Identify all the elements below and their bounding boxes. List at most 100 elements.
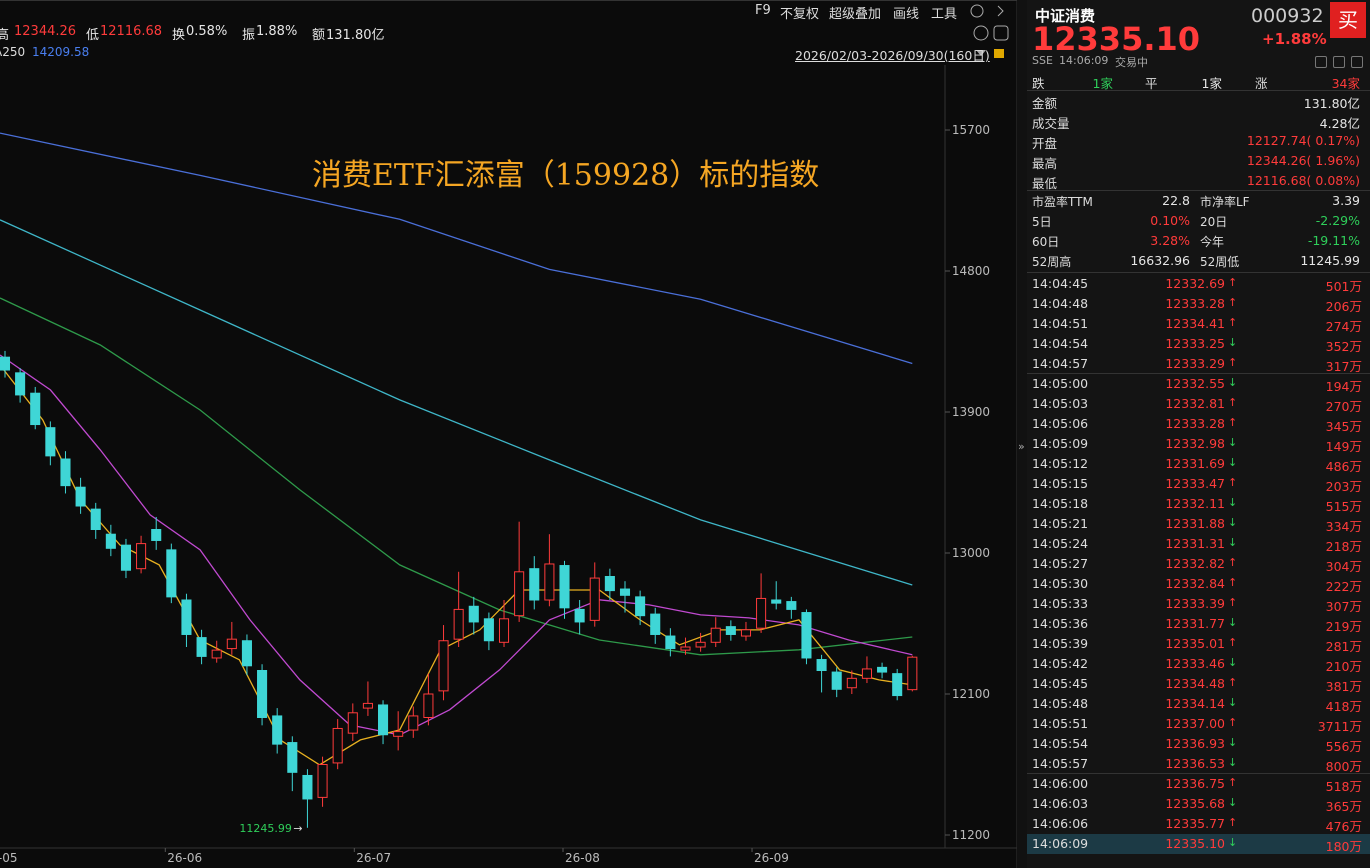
- y-tick-label: 13000: [952, 546, 990, 560]
- trade-volume: 281万: [1325, 639, 1362, 654]
- trade-dir: ↓: [1228, 696, 1238, 709]
- trade-time: 14:05:18: [1032, 496, 1089, 511]
- toolbar-button[interactable]: 画线: [893, 7, 920, 22]
- quote-value: 131.80亿: [326, 28, 385, 43]
- trade-time: 14:06:09: [1032, 836, 1089, 851]
- trade-time: 14:04:45: [1032, 276, 1089, 291]
- breadth-value: 1家: [1092, 76, 1113, 91]
- trade-dir: ↑: [1228, 276, 1238, 289]
- trade-time: 14:04:54: [1032, 336, 1089, 351]
- candle-body: [846, 677, 857, 689]
- trade-dir: ↑: [1228, 596, 1238, 609]
- icon[interactable]: [993, 25, 1009, 41]
- panel-icon[interactable]: [1351, 56, 1363, 68]
- candle-body: [574, 608, 585, 623]
- quote-label: 额: [312, 28, 326, 43]
- trade-dir: ↑: [1228, 476, 1238, 489]
- x-tick-label: 26-06: [167, 851, 202, 865]
- trade-time: 14:05:48: [1032, 696, 1089, 711]
- candle-body: [302, 774, 313, 800]
- trade-price: 12334.48: [1165, 676, 1225, 691]
- candle-body: [589, 577, 600, 621]
- trade-price: 12336.53: [1165, 756, 1225, 771]
- trade-price: 12331.69: [1165, 456, 1225, 471]
- trade-time: 14:05:36: [1032, 616, 1089, 631]
- candle-body: [151, 529, 162, 541]
- candle-body: [45, 427, 56, 457]
- trade-time: 14:05:57: [1032, 756, 1089, 771]
- candle-body: [710, 627, 721, 643]
- trade-time: 14:04:48: [1032, 296, 1089, 311]
- ma-line: [0, 297, 913, 656]
- candle-body: [650, 613, 661, 635]
- candle-body: [423, 693, 434, 719]
- toolbar-button[interactable]: F9: [755, 3, 771, 18]
- x-tick-label: 26-09: [754, 851, 789, 865]
- candle-body: [272, 715, 283, 745]
- trade-price: 12332.81: [1165, 396, 1225, 411]
- collapse-bar[interactable]: »: [1017, 0, 1027, 868]
- candle-body: [725, 626, 736, 635]
- collapse-arrow[interactable]: »: [1018, 440, 1025, 453]
- trade-price: 12335.01: [1165, 636, 1225, 651]
- trade-price: 12333.29: [1165, 356, 1225, 371]
- metric-value: 3.39: [1332, 193, 1360, 208]
- icon[interactable]: [973, 25, 989, 41]
- index-name: 中证消费: [1035, 7, 1096, 25]
- trade-price: 12336.75: [1165, 776, 1225, 791]
- y-tick-label: 12100: [952, 687, 990, 701]
- trade-price: 12332.84: [1165, 576, 1225, 591]
- trade-volume: 800万: [1325, 759, 1362, 774]
- low-arrow: →: [293, 822, 302, 835]
- metric-value: 11245.99: [1300, 253, 1360, 268]
- lock-icon[interactable]: [994, 49, 1004, 58]
- trade-dir: ↓: [1228, 536, 1238, 549]
- trade-price: 12337.00: [1165, 716, 1225, 731]
- trade-dir: ↑: [1228, 416, 1238, 429]
- kline-chart: 15700 14800 13900 13000 12100 11200 -05 26-06 26…: [0, 0, 1017, 868]
- ma-label: A250: [0, 45, 26, 59]
- dropdown-icon[interactable]: [976, 50, 986, 56]
- candle-body: [241, 640, 252, 667]
- toolbar-button[interactable]: 超级叠加: [829, 7, 882, 22]
- metric-value: 0.10%: [1150, 213, 1190, 228]
- trade-price: 12335.68: [1165, 796, 1225, 811]
- candle-body: [196, 637, 207, 657]
- toolbar-button[interactable]: 不复权: [780, 7, 820, 22]
- toolbar-button[interactable]: 工具: [931, 7, 958, 22]
- candle-body: [90, 508, 101, 531]
- trade-time: 14:05:15: [1032, 476, 1089, 491]
- candle-body: [619, 588, 631, 596]
- trade-volume: 501万: [1325, 279, 1362, 294]
- trade-time: 14:05:21: [1032, 516, 1089, 531]
- candle-body: [635, 596, 646, 617]
- trade-volume: 210万: [1325, 659, 1362, 674]
- candle-body: [120, 544, 132, 571]
- trade-time: 14:05:51: [1032, 716, 1089, 731]
- breadth-value: 1家: [1201, 76, 1222, 91]
- panel-icon[interactable]: [1315, 56, 1327, 68]
- candle-body: [831, 671, 842, 690]
- stat-label: 金额: [1032, 96, 1058, 111]
- ma-line: [0, 132, 913, 365]
- y-tick-label: 15700: [952, 123, 990, 137]
- trade-volume: 515万: [1325, 499, 1362, 514]
- breadth-label: 跌: [1032, 76, 1045, 91]
- ma-value: 14209.58: [32, 45, 90, 59]
- panel-icon[interactable]: [1333, 56, 1345, 68]
- trade-dir: ↑: [1228, 316, 1238, 329]
- date-range[interactable]: 2026/02/03-2026/09/30(160日): [795, 48, 990, 63]
- candle-body: [816, 659, 827, 672]
- next-icon[interactable]: [997, 5, 1004, 17]
- buy-button[interactable]: 买: [1330, 2, 1366, 38]
- quote-label: 换: [172, 28, 186, 43]
- trade-price: 12333.25: [1165, 336, 1225, 351]
- quote-label: 低: [86, 28, 100, 43]
- x-tick-label: 26-08: [565, 851, 600, 865]
- settings-icon[interactable]: [970, 4, 984, 18]
- trade-price: 12332.69: [1165, 276, 1225, 291]
- trade-volume: 149万: [1325, 439, 1362, 454]
- ma-line: [0, 219, 913, 586]
- trade-volume: 218万: [1325, 539, 1362, 554]
